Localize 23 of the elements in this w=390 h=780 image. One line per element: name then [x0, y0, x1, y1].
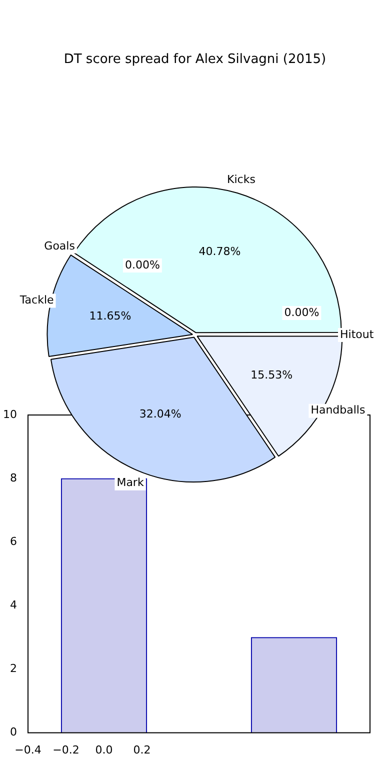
data-label: 32.04%: [139, 407, 182, 420]
y-tick-label: 10: [2, 408, 17, 421]
slice-label: Tackle: [18, 294, 54, 307]
data-label: 11.65%: [89, 310, 132, 323]
text: 0.00%: [284, 306, 320, 319]
data-label: 15.53%: [250, 368, 293, 382]
x-tick-label: −0.4: [14, 743, 42, 756]
y-tick-label: 4: [10, 598, 17, 612]
chart-title: DT score spread for Alex Silvagni (2015): [62, 52, 328, 67]
category-label: Goals: [44, 239, 75, 252]
y-tick-label: 8: [10, 471, 17, 484]
slice-label: Mark: [116, 476, 144, 490]
slice-label: Handballs: [310, 404, 366, 417]
y-tick-label: 6: [10, 534, 17, 548]
slice-label: Kicks: [227, 172, 256, 186]
y-tick-label: 0: [10, 726, 17, 739]
text: 0.00%: [124, 258, 160, 272]
x-tick-label: 0.2: [133, 743, 151, 756]
data-label: 40.78%: [198, 244, 241, 258]
y-tick-label: 2: [10, 662, 17, 676]
x-tick-label: −0.2: [52, 743, 80, 756]
x-tick-label: 0.0: [95, 743, 113, 756]
category-label: Hitout: [340, 328, 374, 341]
